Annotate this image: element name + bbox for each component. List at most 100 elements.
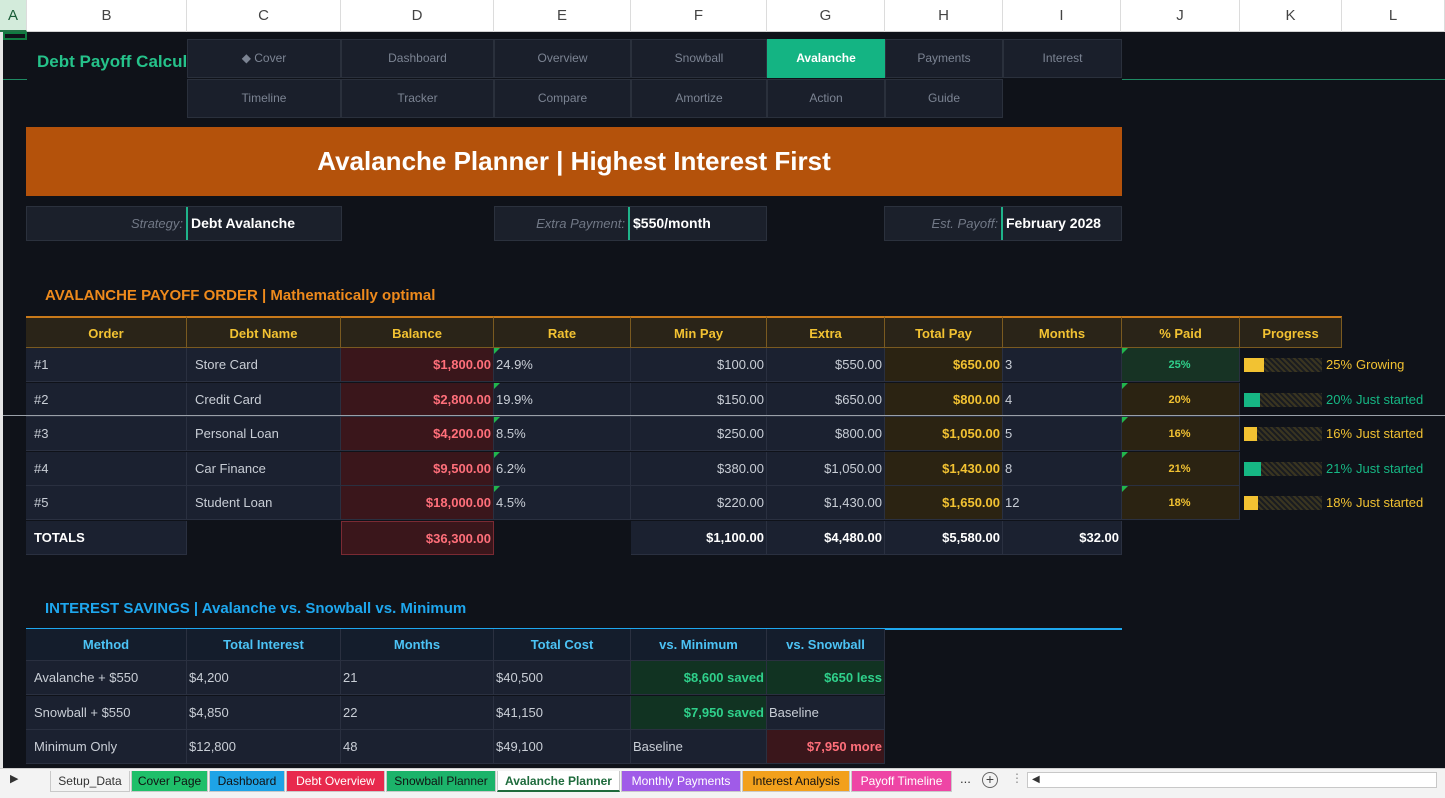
sheet-tab-snowball-planner[interactable]: Snowball Planner [386, 771, 496, 792]
column-header-i[interactable]: I [1003, 0, 1121, 32]
nav-tracker-button[interactable]: Tracker [341, 79, 494, 118]
total-pay-cell: $800.00 [885, 382, 1003, 417]
sheet-tab-monthly-payments[interactable]: Monthly Payments [621, 771, 741, 792]
extra-payment-box: Extra Payment: $550/month [494, 206, 767, 241]
method-cell: Minimum Only [26, 730, 187, 764]
progress-bar [1244, 358, 1322, 372]
column-header-h[interactable]: H [885, 0, 1003, 32]
comment-indicator-icon [1122, 417, 1128, 423]
column-header-f[interactable]: F [631, 0, 767, 32]
payoff-order-cell: #2 [26, 382, 187, 417]
strategy-box: Strategy: Debt Avalanche [26, 206, 342, 241]
vs-minimum-cell: Baseline [631, 730, 767, 764]
debt-name-cell: Personal Loan [187, 417, 341, 451]
progress-status-text: Just started [1356, 391, 1424, 407]
payoff-order-cell: #1 [26, 348, 187, 382]
progress-bar [1244, 427, 1322, 441]
column-header-c[interactable]: C [187, 0, 341, 32]
column-header-b[interactable]: B [27, 0, 187, 32]
progress-bar [1244, 392, 1322, 407]
vs-snowball-cell: Baseline [767, 695, 885, 730]
progress-percent-text: 21% [1326, 460, 1353, 476]
nav-guide-button[interactable]: Guide [885, 79, 1003, 118]
sheet-tab-setup-data[interactable]: Setup_Data [50, 771, 130, 792]
savings-header-0: Method [26, 629, 187, 661]
comment-indicator-icon [494, 348, 500, 354]
nav-compare-button[interactable]: Compare [494, 79, 631, 118]
progress-bar-fill [1244, 358, 1264, 372]
balance-cell: $18,000.00 [341, 486, 494, 520]
comment-indicator-icon [494, 451, 500, 458]
balance-cell: $1,800.00 [341, 348, 494, 382]
sheet-tab-payoff-timeline[interactable]: Payoff Timeline [851, 771, 952, 792]
progress-bar-fill [1244, 461, 1261, 476]
column-header-l[interactable]: L [1342, 0, 1445, 32]
total-pay-cell: $1,430.00 [885, 451, 1003, 486]
progress-percent-text: 18% [1326, 495, 1353, 510]
nav-timeline-button[interactable]: Timeline [187, 79, 341, 118]
nav-overview-button[interactable]: Overview [494, 39, 631, 78]
progress-bar-fill [1244, 392, 1260, 407]
payoff-header-8: % Paid [1122, 316, 1240, 348]
add-sheet-icon[interactable]: + [982, 772, 998, 788]
debt-name-cell: Credit Card [187, 382, 341, 417]
savings-months-cell: 48 [341, 730, 494, 764]
nav-action-button[interactable]: Action [767, 79, 885, 118]
payoff-header-0: Order [26, 316, 187, 348]
column-header-d[interactable]: D [341, 0, 494, 32]
payoff-header-7: Months [1003, 316, 1122, 348]
savings-header-5: vs. Snowball [767, 629, 885, 661]
tab-scroll-right-icon[interactable]: ▶ [10, 773, 19, 785]
comment-indicator-icon [1122, 348, 1128, 354]
pct-paid-cell: 16% [1122, 417, 1240, 451]
column-header-k[interactable]: K [1240, 0, 1342, 32]
more-tabs-button[interactable]: ... [960, 771, 971, 786]
column-header-g[interactable]: G [767, 0, 885, 32]
total-pay-cell: $650.00 [885, 348, 1003, 382]
extra-payment-value[interactable]: $550/month [633, 215, 711, 231]
sheet-tab-interest-analysis[interactable]: Interest Analysis [742, 771, 850, 792]
nav-avalanche-button[interactable]: Avalanche [767, 39, 885, 78]
nav-amortize-button[interactable]: Amortize [631, 79, 767, 118]
totals-label: TOTALS [26, 520, 187, 555]
progress-bar [1244, 461, 1322, 476]
balance-cell: $9,500.00 [341, 451, 494, 486]
column-header-a[interactable]: A [0, 0, 27, 32]
vs-minimum-cell: $8,600 saved [631, 661, 767, 695]
sheet-tab-avalanche-planner[interactable]: Avalanche Planner [497, 771, 620, 792]
vs-snowball-cell: $650 less [767, 661, 885, 695]
sheet-tab-debt-overview[interactable]: Debt Overview [286, 771, 385, 792]
horizontal-scrollbar[interactable]: ◀ [1027, 772, 1437, 788]
nav-interest-button[interactable]: Interest [1003, 39, 1122, 78]
totals-extra: $4,480.00 [767, 520, 885, 555]
nav-payments-button[interactable]: Payments [885, 39, 1003, 78]
active-cell[interactable] [3, 32, 27, 40]
scroll-left-icon[interactable]: ◀ [1032, 774, 1040, 785]
balance-cell: $2,800.00 [341, 382, 494, 417]
min-pay-cell: $100.00 [631, 348, 767, 382]
comment-indicator-icon [1122, 451, 1128, 458]
nav-snowball-button[interactable]: Snowball [631, 39, 767, 78]
column-header-e[interactable]: E [494, 0, 631, 32]
tab-splitter-icon[interactable]: ⋮ [1011, 771, 1023, 785]
page-banner: Avalanche Planner | Highest Interest Fir… [26, 127, 1122, 196]
progress-cell: 21% Just started [1240, 452, 1445, 486]
total-interest-cell: $12,800 [187, 730, 341, 764]
extra-cell: $1,050.00 [767, 451, 885, 486]
sheet-tab-dashboard[interactable]: Dashboard [209, 771, 285, 792]
totals-balance: $36,300.00 [341, 520, 494, 555]
sheet-tab-cover-page[interactable]: Cover Page [131, 771, 208, 792]
rate-cell: 19.9% [494, 382, 631, 417]
months-cell: 3 [1003, 348, 1122, 382]
extra-cell: $800.00 [767, 417, 885, 451]
payoff-date-value[interactable]: February 2028 [1006, 215, 1101, 231]
nav-cover-button[interactable]: ◆ Cover [187, 39, 341, 78]
pct-paid-cell: 21% [1122, 451, 1240, 486]
strategy-value[interactable]: Debt Avalanche [191, 215, 295, 231]
pct-paid-cell: 18% [1122, 486, 1240, 520]
column-header-j[interactable]: J [1121, 0, 1240, 32]
nav-dashboard-button[interactable]: Dashboard [341, 39, 494, 78]
progress-percent-text: 25% [1326, 357, 1353, 372]
payoff-order-cell: #5 [26, 486, 187, 520]
min-pay-cell: $220.00 [631, 486, 767, 520]
